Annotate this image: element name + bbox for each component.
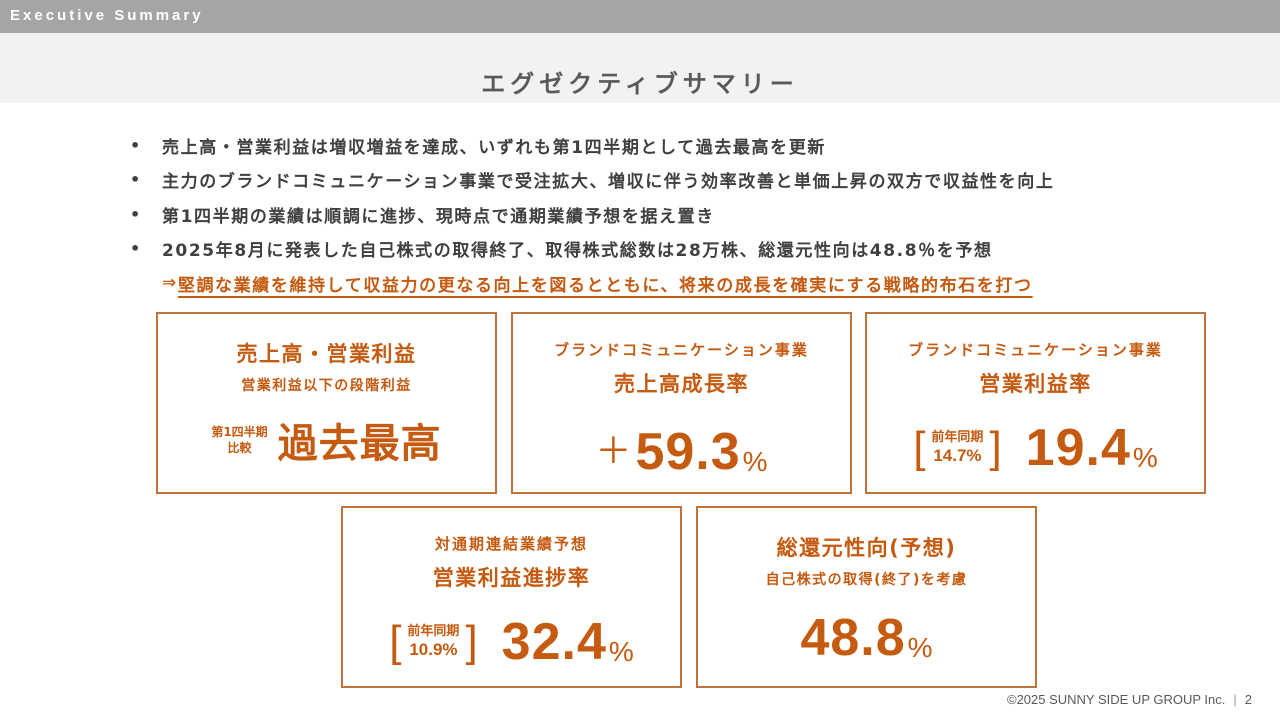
bullet-item: • 第1四半期の業績は順調に進捗、現時点で通期業績予想を据え置き — [128, 197, 1228, 232]
card-segment: 対通期連結業績予想 — [434, 535, 588, 553]
card-heading: 売上高成長率 — [614, 372, 749, 396]
card-heading: 営業利益進捗率 — [432, 566, 591, 590]
summary-bullets: • 売上高・営業利益は増収増益を達成、いずれも第1四半期として過去最高を更新 •… — [128, 128, 1228, 300]
growth-value: 59.3 — [635, 423, 741, 481]
card-value-row: 48.8 % — [698, 612, 1035, 664]
card-heading: 総還元性向(予想) — [776, 536, 957, 560]
card-value-row: 第1四半期 比較 過去最高 — [158, 424, 495, 464]
card-sales-profit-record: 売上高・営業利益 営業利益以下の段階利益 第1四半期 比較 過去最高 — [156, 312, 497, 494]
prior-value: 14.7% — [933, 445, 982, 465]
card-subheading: 自己株式の取得(終了)を考慮 — [765, 572, 968, 588]
payout-value: 48.8 — [800, 609, 906, 667]
bullet-text: 売上高・営業利益は増収増益を達成、いずれも第1四半期として過去最高を更新 — [162, 137, 826, 158]
prior-label: 前年同期 — [931, 429, 984, 445]
left-bracket-icon: [ — [913, 423, 926, 472]
title-band — [0, 33, 1280, 103]
card-value-row: [ 前年同期 10.9% ] 32.4 % — [343, 616, 680, 668]
margin-value: 19.4 — [1025, 419, 1131, 477]
card-heading: 営業利益率 — [979, 372, 1092, 396]
percent-unit: % — [1132, 442, 1158, 473]
bullet-marker: • — [130, 170, 142, 190]
bullet-marker: • — [130, 204, 142, 224]
bullet-text: 第1四半期の業績は順調に進捗、現時点で通期業績予想を据え置き — [162, 206, 715, 227]
card-op-profit-progress: 対通期連結業績予想 営業利益進捗率 [ 前年同期 10.9% ] 32.4 % — [341, 506, 682, 688]
percent-unit: % — [608, 636, 634, 667]
section-label: Executive Summary — [10, 7, 204, 24]
prior-label: 前年同期 — [407, 623, 460, 639]
card-value-row: ＋ 59.3 % — [513, 422, 850, 478]
note-line-1: 第1四半期 — [211, 425, 268, 439]
arrow-icon: ⇒ — [162, 273, 178, 293]
footer-separator: | — [1233, 692, 1237, 707]
bullet-item: • 売上高・営業利益は増収増益を達成、いずれも第1四半期として過去最高を更新 — [128, 128, 1228, 163]
conclusion-line: ⇒ 堅調な業績を維持して収益力の更なる向上を図るとともに、将来の成長を確実にする… — [162, 266, 1228, 300]
card-heading: 売上高・営業利益 — [236, 342, 417, 366]
footer: ©2025 SUNNY SIDE UP GROUP Inc. | 2 — [1007, 692, 1252, 707]
prior-year-comparison: [ 前年同期 14.7% ] — [913, 426, 1001, 470]
percent-unit: % — [742, 446, 768, 477]
bullet-marker: • — [130, 135, 142, 155]
bullet-text: 主力のブランドコミュニケーション事業で受注拡大、増収に伴う効率改善と単価上昇の双… — [162, 172, 1055, 193]
card-total-payout-ratio: 総還元性向(予想) 自己株式の取得(終了)を考慮 48.8 % — [696, 506, 1037, 688]
comparison-note: 第1四半期 比較 — [211, 424, 267, 456]
page-title: エグゼクティブサマリー — [481, 70, 799, 98]
progress-value: 32.4 — [501, 613, 607, 671]
card-bc-operating-margin: ブランドコミュニケーション事業 営業利益率 [ 前年同期 14.7% ] 19.… — [865, 312, 1206, 494]
card-value-row: [ 前年同期 14.7% ] 19.4 % — [867, 422, 1204, 474]
conclusion-text: 堅調な業績を維持して収益力の更なる向上を図るとともに、将来の成長を確実にする戦略… — [177, 275, 1033, 296]
bullet-item: • 2025年8月に発表した自己株式の取得終了、取得株式総数は28万株、総還元性… — [128, 232, 1228, 267]
copyright: ©2025 SUNNY SIDE UP GROUP Inc. — [1006, 692, 1226, 707]
record-value: 過去最高 — [277, 421, 442, 468]
plus-sign: ＋ — [595, 430, 632, 471]
prior-year-comparison: [ 前年同期 10.9% ] — [389, 620, 477, 664]
page-number: 2 — [1244, 692, 1252, 707]
bullet-text: 2025年8月に発表した自己株式の取得終了、取得株式総数は28万株、総還元性向は… — [162, 241, 993, 262]
bullet-marker: • — [130, 239, 142, 259]
left-bracket-icon: [ — [389, 617, 402, 666]
prior-value: 10.9% — [409, 639, 458, 659]
bullet-item: • 主力のブランドコミュニケーション事業で受注拡大、増収に伴う効率改善と単価上昇… — [128, 163, 1228, 198]
section-header-bar: Executive Summary — [0, 0, 1280, 33]
right-bracket-icon: ] — [989, 423, 1002, 472]
note-line-2: 比較 — [227, 441, 252, 456]
percent-unit: % — [907, 632, 933, 663]
card-segment: ブランドコミュニケーション事業 — [908, 341, 1163, 359]
right-bracket-icon: ] — [465, 617, 478, 666]
card-segment: ブランドコミュニケーション事業 — [554, 341, 809, 359]
card-subheading: 営業利益以下の段階利益 — [241, 378, 412, 394]
card-bc-sales-growth: ブランドコミュニケーション事業 売上高成長率 ＋ 59.3 % — [511, 312, 852, 494]
